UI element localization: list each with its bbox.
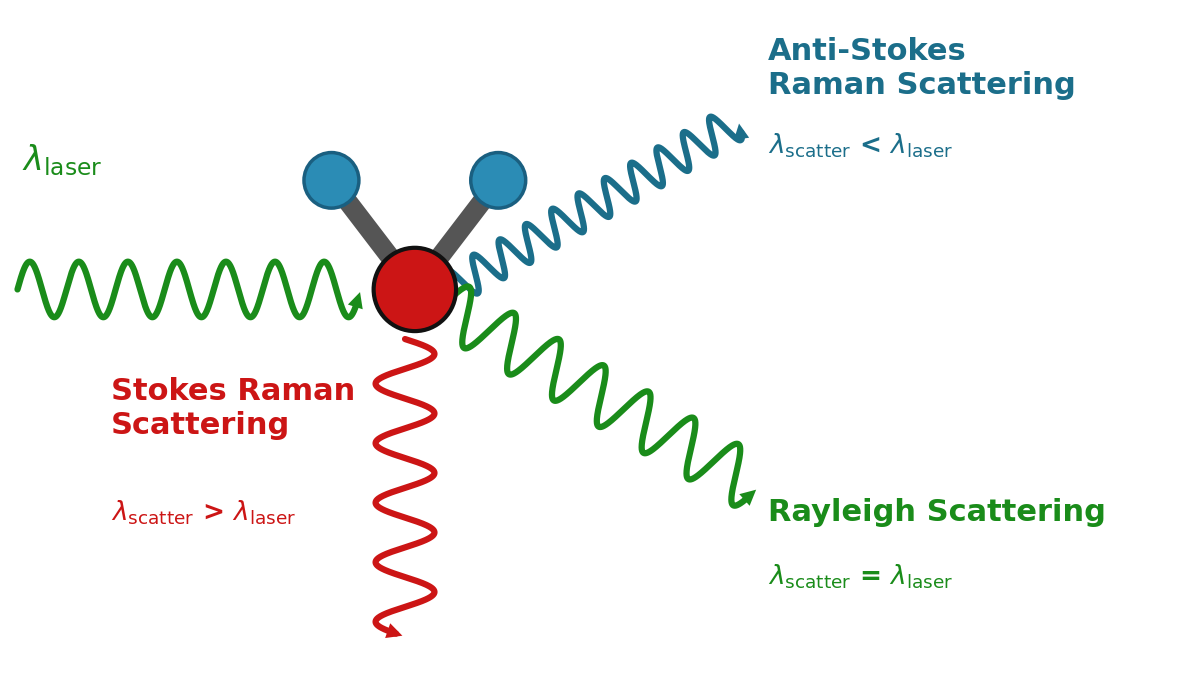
Circle shape xyxy=(374,248,456,331)
Text: Anti-Stokes
Raman Scattering: Anti-Stokes Raman Scattering xyxy=(768,37,1076,101)
Text: $\lambda_{\rm laser}$: $\lambda_{\rm laser}$ xyxy=(23,143,103,178)
Circle shape xyxy=(304,152,359,208)
Text: Stokes Raman
Scattering: Stokes Raman Scattering xyxy=(111,377,355,440)
Text: $\lambda_{\rm scatter}$ < $\lambda_{\rm laser}$: $\lambda_{\rm scatter}$ < $\lambda_{\rm … xyxy=(768,132,953,160)
Text: $\lambda_{\rm scatter}$ = $\lambda_{\rm laser}$: $\lambda_{\rm scatter}$ = $\lambda_{\rm … xyxy=(768,563,953,591)
Circle shape xyxy=(470,152,525,208)
Text: Rayleigh Scattering: Rayleigh Scattering xyxy=(768,498,1106,527)
Text: $\lambda_{\rm scatter}$ > $\lambda_{\rm laser}$: $\lambda_{\rm scatter}$ > $\lambda_{\rm … xyxy=(111,498,296,527)
